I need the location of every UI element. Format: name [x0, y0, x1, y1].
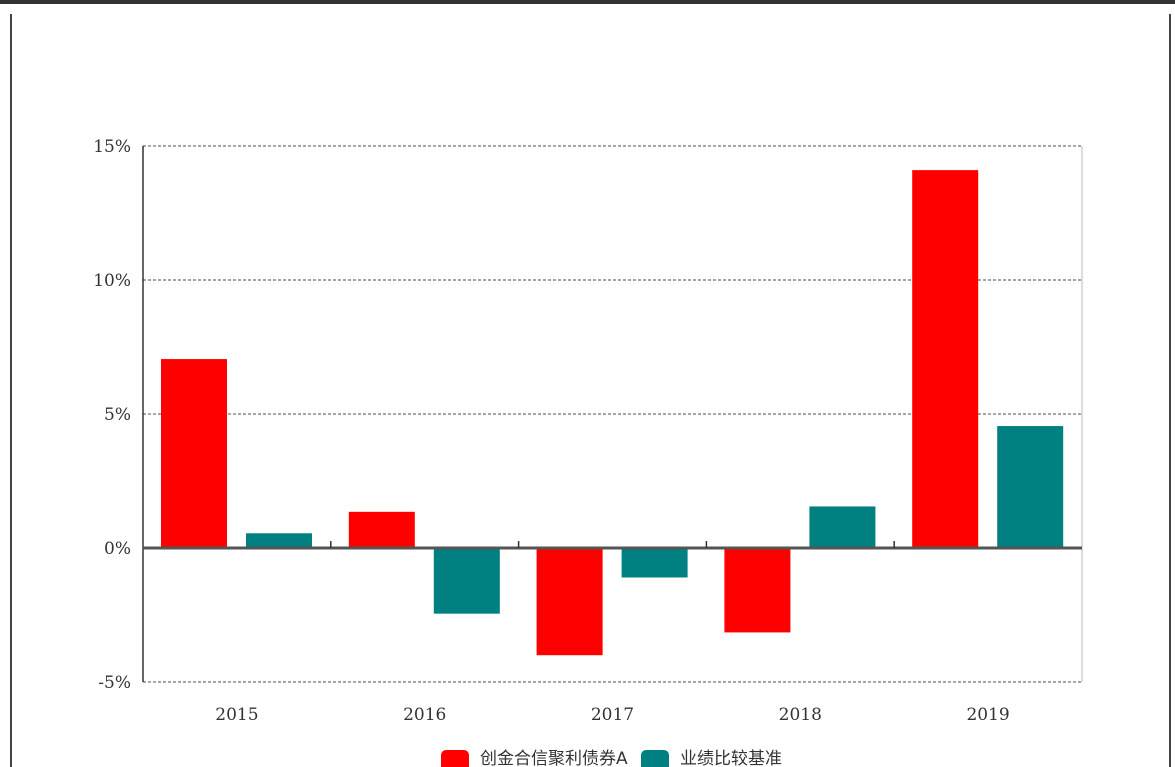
- bar-创金合信聚利债券A-2016: [348, 511, 415, 548]
- legend-swatch-1: [641, 750, 669, 767]
- x-tick-label: 2016: [403, 705, 446, 725]
- y-tick-label: 0%: [104, 539, 131, 559]
- bar-创金合信聚利债券A-2019: [912, 170, 979, 548]
- bar-业绩比较基准-2015: [246, 533, 312, 548]
- bar-创金合信聚利债券A-2015: [161, 359, 227, 548]
- bar-创金合信聚利债券A-2017: [536, 548, 603, 656]
- x-tick-label: 2015: [215, 705, 258, 725]
- x-tick-label: 2018: [779, 705, 822, 725]
- y-tick-label: -5%: [98, 673, 131, 693]
- bar-业绩比较基准-2018: [809, 506, 876, 548]
- x-tick-label: 2017: [591, 705, 634, 725]
- y-tick-label: 10%: [93, 271, 131, 291]
- legend-swatch-0: [441, 750, 469, 767]
- legend-label-0: 创金合信聚利债券A: [480, 749, 628, 767]
- legend-label-1: 业绩比较基准: [680, 749, 782, 767]
- bar-业绩比较基准-2017: [621, 548, 688, 578]
- bar-业绩比较基准-2019: [997, 426, 1064, 548]
- x-tick-label: 2019: [966, 705, 1009, 725]
- bar-业绩比较基准-2016: [433, 548, 500, 614]
- bar-创金合信聚利债券A-2018: [724, 548, 791, 633]
- y-tick-label: 5%: [104, 405, 131, 425]
- y-tick-label: 15%: [93, 137, 131, 157]
